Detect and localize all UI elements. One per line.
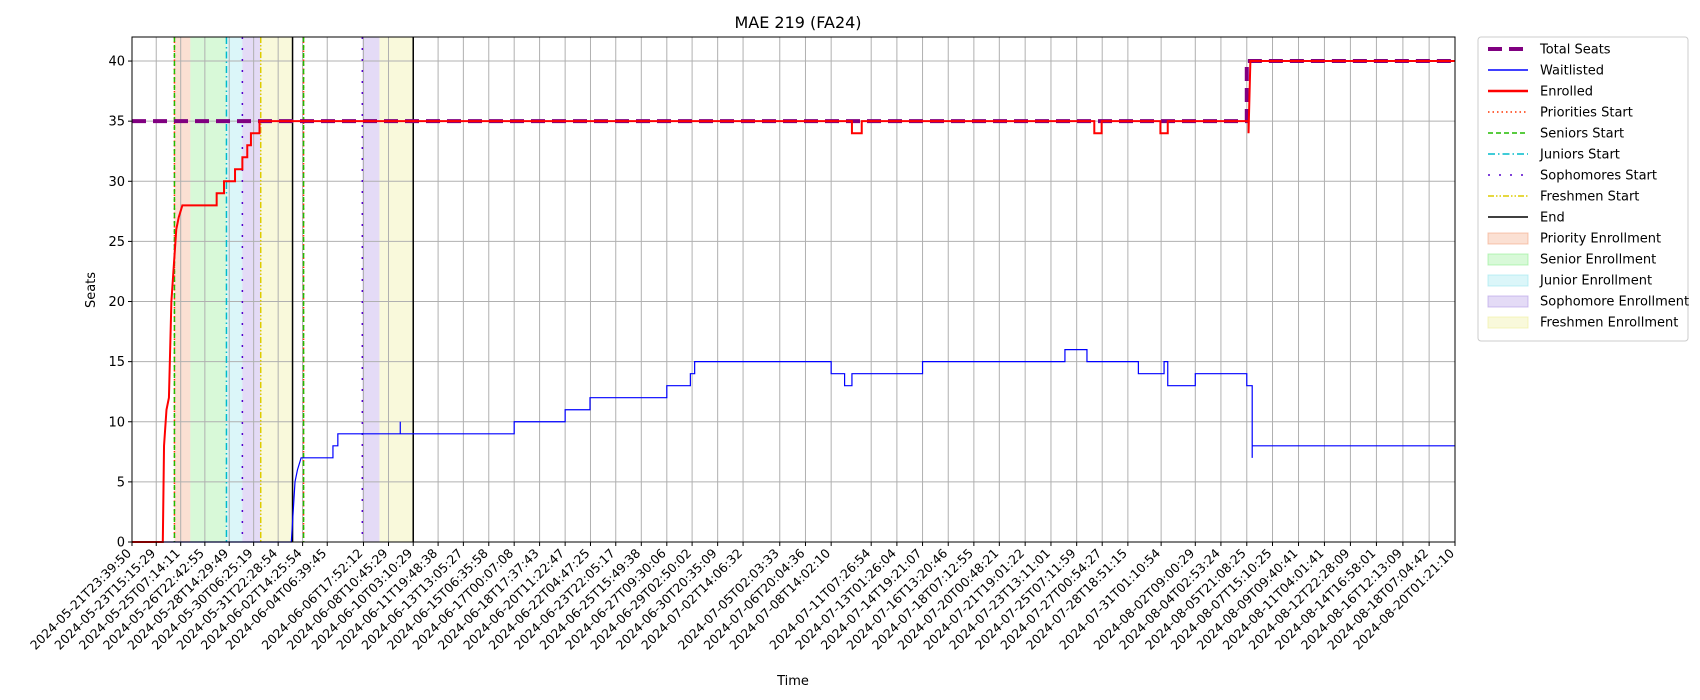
legend-box (1477, 36, 1689, 342)
legend-label: Senior Enrollment (1540, 253, 1656, 268)
data-series (132, 59, 1455, 543)
legend-label: Freshmen Enrollment (1540, 316, 1678, 331)
span-5 (362, 37, 380, 542)
chart-title: MAE 219 (FA24) (734, 13, 861, 32)
span-4 (260, 37, 293, 542)
y-tick-label: 10 (108, 415, 125, 430)
legend-label: Juniors Start (1539, 148, 1620, 163)
y-tick-label: 40 (108, 55, 125, 70)
series-enrolled (132, 60, 1455, 543)
legend-swatch (1487, 316, 1529, 329)
span-0 (174, 37, 191, 542)
y-axis-ticks: 0 5 10 15 20 25 30 35 40 (108, 55, 132, 551)
legend-label: Sophomore Enrollment (1540, 295, 1689, 310)
legend-label: Junior Enrollment (1539, 274, 1652, 289)
x-axis-label: Time (776, 674, 809, 689)
legend-label: Seniors Start (1540, 127, 1624, 142)
legend-swatch (1487, 274, 1529, 287)
legend-label: End (1540, 211, 1565, 226)
y-tick-label: 35 (108, 115, 125, 130)
y-tick-label: 25 (108, 235, 125, 250)
y-tick-label: 15 (108, 355, 125, 370)
legend-label: Priorities Start (1540, 106, 1633, 121)
legend-swatch (1487, 253, 1529, 266)
y-axis-label: Seats (84, 272, 99, 308)
span-3 (242, 37, 261, 542)
series-waitlisted (132, 349, 1455, 543)
legend-label: Total Seats (1539, 43, 1611, 58)
legend-label: Sophomores Start (1540, 169, 1657, 184)
legend-label: Priority Enrollment (1540, 232, 1661, 247)
legend: Total Seats Waitlisted Enrolled Priorities … (1477, 36, 1689, 342)
span-6 (379, 37, 414, 542)
legend-label: Freshmen Start (1540, 190, 1639, 205)
y-tick-label: 30 (108, 175, 125, 190)
span-1 (190, 37, 227, 542)
y-tick-label: 0 (117, 536, 125, 551)
span-2 (226, 37, 243, 542)
legend-swatch (1487, 295, 1529, 308)
y-tick-label: 5 (117, 475, 125, 490)
legend-label: Waitlisted (1540, 64, 1604, 79)
y-tick-label: 20 (108, 295, 125, 310)
legend-label: Enrolled (1540, 85, 1593, 100)
legend-swatch (1487, 232, 1529, 245)
plot-frame (131, 36, 1456, 543)
